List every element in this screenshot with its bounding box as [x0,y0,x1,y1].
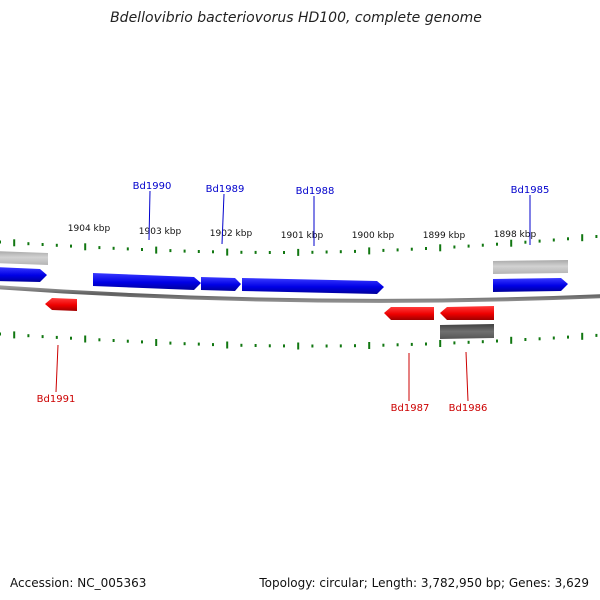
gene-arrow-bd1990[interactable] [93,273,201,290]
gene-arrow-bd1991[interactable] [45,298,77,311]
gene-arrow-bd1986[interactable] [440,306,494,320]
topology-label: Topology: circular; Length: 3,782,950 bp… [259,576,589,590]
kbp-label: 1899 kbp [423,231,466,241]
gene-arrow-bd1987[interactable] [384,307,434,320]
kbp-labels: 1904 kbp 1903 kbp 1902 kbp 1901 kbp 1900… [68,224,537,241]
gray-feature [493,260,568,274]
gene-label-bd1988[interactable]: Bd1988 [296,186,335,197]
gene-label-bd1987[interactable]: Bd1987 [391,403,430,414]
genome-backbone [0,285,600,303]
leader-line [55,344,59,393]
kbp-label: 1903 kbp [139,227,182,237]
forward-genes [0,267,568,294]
gene-arrow-bd1988[interactable] [242,278,384,294]
gene-label-bd1989[interactable]: Bd1989 [206,184,245,195]
gray-feature [440,324,494,339]
gene-label-bd1991[interactable]: Bd1991 [37,394,76,405]
other-features [0,251,568,339]
kbp-label: 1904 kbp [68,224,111,234]
forward-tick-row [0,234,598,256]
gene-labels: Bd1990 Bd1989 Bd1988 Bd1985 Bd1991 Bd198… [37,181,550,414]
reverse-genes [45,298,494,320]
reverse-tick-row [0,331,598,350]
kbp-label: 1901 kbp [281,231,324,241]
kbp-label: 1900 kbp [352,231,395,241]
gene-label-bd1986[interactable]: Bd1986 [449,403,488,414]
accession-label: Accession: NC_005363 [10,576,147,590]
gene-arrow-forward[interactable] [0,267,47,282]
kbp-label: 1902 kbp [210,229,253,239]
leader-line [465,351,469,402]
gene-arrow-bd1989[interactable] [201,277,241,291]
gray-feature [0,251,48,265]
leader-line [148,190,151,241]
leader-line [221,193,225,245]
map-title: Bdellovibrio bacteriovorus HD100, comple… [110,10,482,26]
kbp-label: 1898 kbp [494,230,537,240]
gene-label-bd1990[interactable]: Bd1990 [133,181,172,192]
gene-arrow-bd1985[interactable] [493,278,568,292]
gene-label-bd1985[interactable]: Bd1985 [511,185,550,196]
